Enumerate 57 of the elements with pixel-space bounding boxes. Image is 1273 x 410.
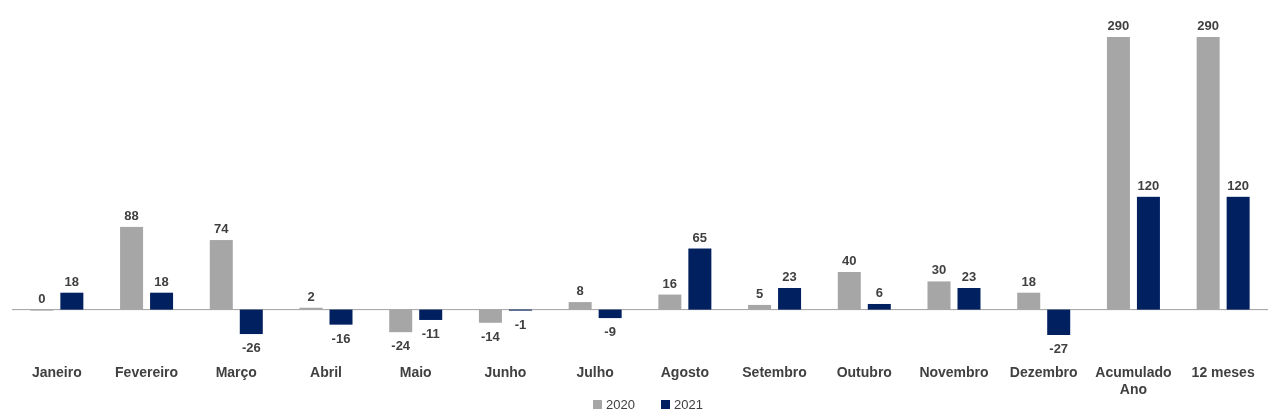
x-tick-label: Fevereiro: [115, 364, 179, 380]
x-tick-label: Outubro: [836, 364, 892, 380]
data-label: -24: [391, 338, 411, 354]
x-tick-label: Setembro: [742, 364, 807, 380]
data-label: 6: [875, 284, 883, 300]
x-tick-label: Abril: [310, 364, 342, 380]
legend-label: 2020: [606, 397, 635, 410]
legend-label: 2021: [674, 397, 703, 410]
x-tick-label: Novembro: [919, 364, 989, 380]
data-label: -16: [331, 330, 351, 346]
data-label: 290: [1107, 18, 1130, 33]
x-tick-label: Março: [215, 364, 257, 380]
data-label: -9: [604, 324, 616, 340]
x-tick-label: Agosto: [660, 364, 709, 380]
x-tick-label: Maio: [399, 364, 432, 380]
data-label: 16: [662, 275, 678, 291]
data-label: 0: [38, 290, 46, 306]
x-tick-label: Acumulado Ano: [1095, 364, 1172, 397]
data-label: 5: [755, 285, 764, 301]
bar: [1226, 196, 1250, 310]
data-label: 8: [576, 283, 584, 299]
data-label: 18: [1021, 273, 1036, 289]
x-tick-label: Junho: [484, 364, 527, 380]
data-label: -26: [241, 340, 261, 356]
data-label: 65: [692, 229, 708, 245]
bar: [867, 303, 891, 310]
x-tick-label: 12 meses: [1191, 364, 1255, 380]
data-label: 30: [931, 262, 947, 278]
data-label: 74: [214, 221, 230, 237]
bar: [419, 309, 443, 320]
data-label: 40: [842, 253, 857, 269]
bar: [60, 292, 84, 310]
bar: [329, 309, 353, 325]
data-label: 88: [124, 207, 139, 223]
bar: [1136, 196, 1160, 310]
data-label: 290: [1197, 18, 1219, 33]
bar: [239, 309, 263, 335]
data-label: 120: [1227, 177, 1249, 193]
bar: [957, 288, 981, 310]
data-label: -14: [481, 328, 501, 344]
bar: [598, 309, 622, 319]
bar: [150, 292, 174, 310]
bar: [778, 288, 802, 310]
data-label: -27: [1049, 341, 1069, 356]
data-label: 2: [307, 288, 315, 304]
data-label: -1: [514, 316, 527, 332]
bar: [1047, 309, 1071, 335]
data-label: 18: [64, 273, 80, 289]
data-label: 18: [154, 273, 169, 289]
x-tick-label: Julho: [576, 364, 614, 380]
data-label: 120: [1137, 177, 1160, 193]
bar: [688, 248, 712, 310]
data-label: 23: [782, 269, 797, 284]
x-tick-label: Janeiro: [31, 364, 82, 380]
x-tick-label: Dezembro: [1009, 364, 1078, 380]
data-label: -11: [421, 325, 440, 341]
data-label: 23: [961, 269, 977, 284]
